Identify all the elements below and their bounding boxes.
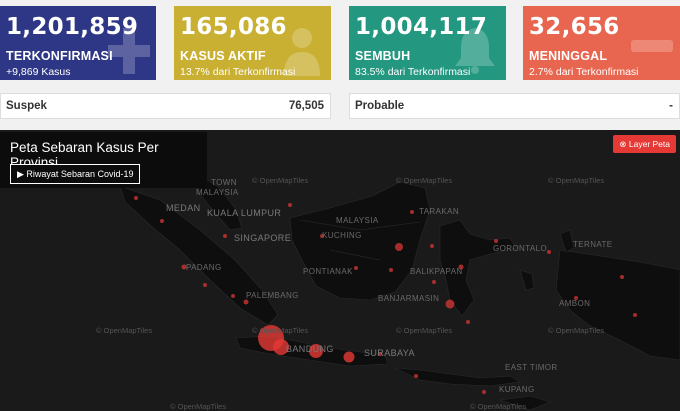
province-map[interactable]: Peta Sebaran Kasus Per Provinsi ▶ Riwaya… <box>0 130 680 411</box>
map-attribution: © OpenMapTiles <box>252 326 309 335</box>
map-attribution: © OpenMapTiles <box>96 326 153 335</box>
city-label: AMBON <box>559 299 591 308</box>
active-value: 165,086 <box>180 14 287 40</box>
history-button[interactable]: ▶ Riwayat Sebaran Covid-19 <box>10 164 141 184</box>
city-label: TERNATE <box>573 240 613 249</box>
city-label: PADANG <box>186 263 222 272</box>
confirmed-card: 1,201,859 TERKONFIRMASI +9,869 Kasus <box>0 6 156 80</box>
map-attribution: © OpenMapTiles <box>396 326 453 335</box>
recovered-value: 1,004,117 <box>355 14 488 40</box>
city-label: PONTIANAK <box>303 267 353 276</box>
city-label: TARAKAN <box>419 207 459 216</box>
plus-icon <box>108 28 150 74</box>
map-attribution: © OpenMapTiles <box>548 326 605 335</box>
bell-icon <box>455 28 495 74</box>
death-sub: 2.7% dari Terkonfirmasi <box>529 66 639 78</box>
map-attribution: © OpenMapTiles <box>548 176 605 185</box>
doctor-icon <box>284 28 320 76</box>
city-label: MALAYSIA <box>196 188 239 197</box>
city-label: TOWN <box>211 178 237 187</box>
map-attribution: © OpenMapTiles <box>170 402 227 411</box>
map-title-panel: Peta Sebaran Kasus Per Provinsi ▶ Riwaya… <box>0 132 207 188</box>
recovered-sub: 83.5% dari Terkonfirmasi <box>355 66 471 78</box>
city-label: SURABAYA <box>364 348 415 358</box>
death-label: MENINGGAL <box>529 49 608 63</box>
city-label: SINGAPORE <box>234 233 292 243</box>
stats-panel: 1,201,859 TERKONFIRMASI +9,869 Kasus 165… <box>0 0 680 82</box>
city-label: EAST TIMOR <box>505 363 558 372</box>
layer-button[interactable]: ⊗ Layer Peta <box>613 135 676 153</box>
city-label: BANJARMASIN <box>378 294 440 303</box>
recovered-card: 1,004,117 SEMBUH 83.5% dari Terkonfirmas… <box>349 6 506 80</box>
suspek-label: Suspek <box>6 100 47 112</box>
death-value: 32,656 <box>529 14 620 40</box>
map-attribution: © OpenMapTiles <box>252 176 309 185</box>
death-card: 32,656 MENINGGAL 2.7% dari Terkonfirmasi <box>523 6 680 80</box>
probable-label: Probable <box>355 100 405 112</box>
map-attribution: © OpenMapTiles <box>470 402 527 411</box>
city-label: MALAYSIA <box>336 216 379 225</box>
confirmed-sub: +9,869 Kasus <box>6 66 71 78</box>
city-label: BANDUNG <box>286 344 334 354</box>
active-card: 165,086 KASUS AKTIF 13.7% dari Terkonfir… <box>174 6 331 80</box>
probable-value: - <box>669 100 673 112</box>
confirmed-value: 1,201,859 <box>6 14 139 40</box>
active-label: KASUS AKTIF <box>180 49 266 63</box>
city-label: PALEMBANG <box>246 291 299 300</box>
suspek-row: Suspek 76,505 <box>0 93 331 119</box>
active-sub: 13.7% dari Terkonfirmasi <box>180 66 296 78</box>
city-label: MEDAN <box>166 203 201 213</box>
city-label: KUCHING <box>322 231 362 240</box>
probable-row: Probable - <box>349 93 680 119</box>
confirmed-label: TERKONFIRMASI <box>6 49 113 63</box>
city-label: BALIKPAPAN <box>410 267 463 276</box>
recovered-label: SEMBUH <box>355 49 411 63</box>
city-label: KUALA LUMPUR <box>207 208 282 218</box>
map-attribution: © OpenMapTiles <box>396 176 453 185</box>
suspek-value: 76,505 <box>288 100 324 112</box>
city-label: GORONTALO <box>493 244 548 253</box>
city-label: KUPANG <box>499 385 535 394</box>
minus-icon <box>631 40 673 52</box>
